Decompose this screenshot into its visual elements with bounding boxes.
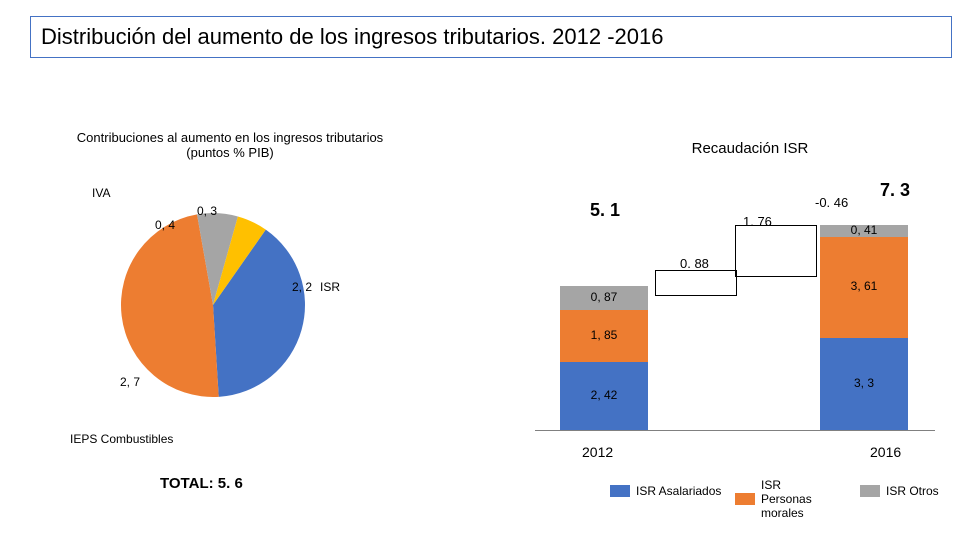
legend-text-asal: ISR Asalariados	[636, 484, 721, 498]
bar-seg-label-otros: 0, 41	[820, 223, 908, 237]
pie-val-2: 2, 2	[292, 280, 312, 294]
bar-seg-label-moral: 1, 85	[560, 328, 648, 342]
pie-cat-ieps: IEPS Combustibles	[70, 432, 173, 446]
bar-seg-label-otros: 0, 87	[560, 290, 648, 304]
bridge-box-176	[735, 225, 817, 277]
pie-chart	[0, 0, 420, 540]
x-label-2012: 2012	[582, 444, 613, 460]
x-label-2016: 2016	[870, 444, 901, 460]
pie-cat-iva: IVA	[92, 186, 110, 200]
legend-moral: ISR Personas morales	[735, 478, 812, 520]
legend-swatch-otros	[860, 485, 880, 497]
bar-seg-label-moral: 3, 61	[820, 279, 908, 293]
bar-baseline	[535, 430, 935, 431]
pie-val-0: 0, 3	[197, 204, 217, 218]
legend-otros: ISR Otros	[860, 484, 939, 498]
bar-seg-label-asal: 3, 3	[820, 376, 908, 390]
legend-swatch-asal	[610, 485, 630, 497]
pie-cat-isr: ISR	[320, 280, 340, 294]
bar-seg-label-asal: 2, 42	[560, 388, 648, 402]
pie-total: TOTAL: 5. 6	[160, 475, 243, 492]
pie-val-3: 2, 7	[120, 375, 140, 389]
bridge-neg: -0. 46	[815, 195, 848, 210]
legend-swatch-moral	[735, 493, 755, 505]
pie-val-1: 0, 4	[155, 218, 175, 232]
bridge-box-088	[655, 270, 737, 296]
bar-total-2012: 5. 1	[590, 200, 620, 221]
bar-total-2016: 7. 3	[880, 180, 910, 201]
bar-2016: 3, 3 3, 61 0, 41	[820, 0, 908, 430]
legend-text-otros: ISR Otros	[886, 484, 939, 498]
bridge-088: 0. 88	[680, 256, 709, 271]
legend-asal: ISR Asalariados	[610, 484, 721, 498]
legend-text-moral: ISR Personas morales	[761, 478, 812, 520]
